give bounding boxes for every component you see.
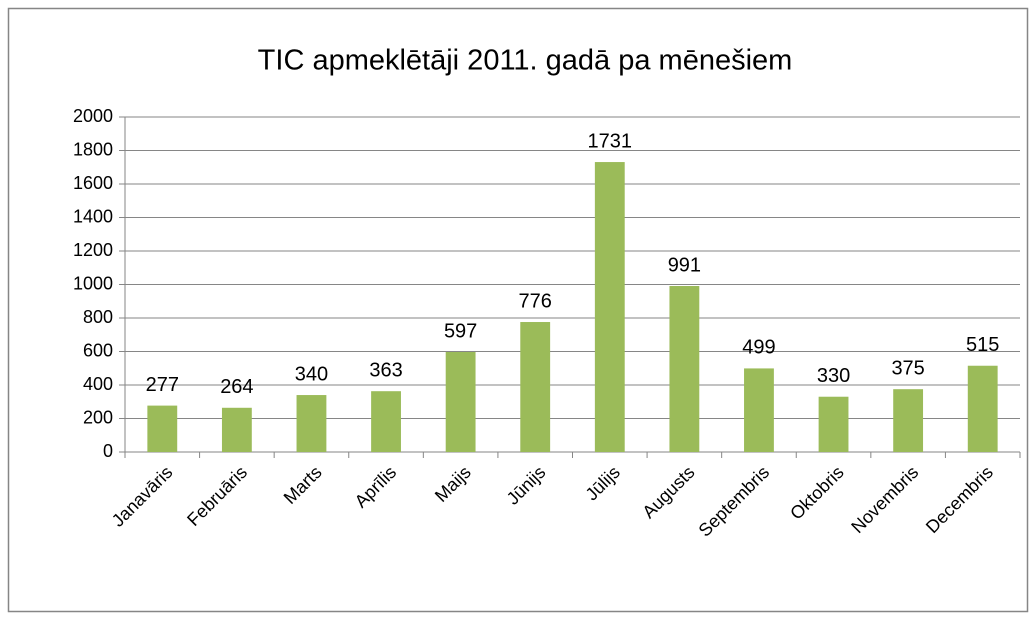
bar bbox=[669, 286, 700, 452]
data-label: 375 bbox=[891, 357, 924, 379]
bar bbox=[445, 352, 476, 452]
data-label: 991 bbox=[668, 254, 701, 276]
data-label: 277 bbox=[146, 374, 179, 396]
bar bbox=[221, 407, 252, 452]
data-label: 340 bbox=[295, 363, 328, 385]
bar bbox=[744, 368, 774, 452]
y-tick-label: 200 bbox=[83, 407, 113, 427]
y-tick-label: 800 bbox=[83, 307, 113, 327]
chart-title: TIC apmeklētāji 2011. gadā pa mēnešiem bbox=[258, 45, 793, 77]
y-tick-label: 1600 bbox=[73, 173, 113, 193]
y-tick-label: 600 bbox=[83, 340, 113, 360]
y-tick-label: 1400 bbox=[73, 206, 113, 226]
data-label: 264 bbox=[220, 376, 253, 398]
bar bbox=[371, 391, 401, 452]
bar bbox=[893, 389, 924, 452]
bar bbox=[147, 405, 178, 452]
data-label: 515 bbox=[966, 334, 999, 356]
chart-frame bbox=[7, 7, 1029, 613]
data-label: 776 bbox=[519, 290, 552, 312]
y-tick-label: 1800 bbox=[73, 139, 113, 159]
data-label: 330 bbox=[817, 365, 850, 387]
y-tick-label: 0 bbox=[103, 441, 113, 461]
y-tick-label: 1200 bbox=[73, 240, 113, 260]
bar bbox=[296, 395, 327, 452]
bar bbox=[594, 162, 625, 452]
y-tick-label: 1000 bbox=[73, 273, 113, 293]
y-tick-label: 2000 bbox=[73, 106, 113, 126]
data-label: 597 bbox=[444, 320, 477, 342]
data-label: 363 bbox=[369, 359, 402, 381]
bar bbox=[520, 322, 551, 452]
bar bbox=[818, 396, 849, 452]
data-label: 1731 bbox=[588, 130, 633, 152]
data-label: 499 bbox=[742, 337, 775, 359]
bar bbox=[967, 365, 998, 452]
y-tick-label: 400 bbox=[83, 374, 113, 394]
